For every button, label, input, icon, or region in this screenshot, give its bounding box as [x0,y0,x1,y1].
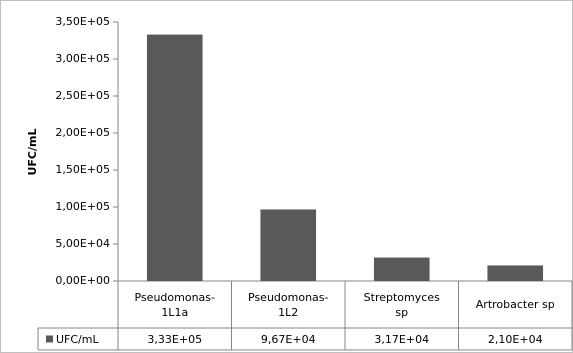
bar [260,209,317,281]
category-cell-text: Pseudomonas-1L2 [248,290,329,319]
legend-swatch [46,335,53,343]
value-cell: 3,17E+04 [374,333,429,346]
y-tick-label: 5,00E+04 [55,237,110,250]
category-cell-text: Pseudomonas-1L1a [134,290,215,319]
y-tick-label: 1,50E+05 [55,163,110,176]
legend-label: UFC/mL [56,333,99,346]
category-cell-text: Streptomyces sp [363,290,440,319]
category-cell: Pseudomonas-1L2 [232,281,346,328]
value-cell: 9,67E+04 [261,333,316,346]
y-tick-label: 3,00E+05 [55,52,110,65]
bar [146,34,203,281]
bar [373,257,430,281]
y-tick-label: 3,50E+05 [55,15,110,28]
y-tick-label: 1,00E+05 [55,200,110,213]
y-tick-label: 2,50E+05 [55,89,110,102]
category-cell: Pseudomonas-1L1a [118,281,232,328]
value-cell: 2,10E+04 [488,333,543,346]
category-cell-text: Artrobacter sp [475,298,555,311]
category-cell: Streptomyces sp [345,281,459,328]
category-cell: Artrobacter sp [459,281,573,328]
value-cell: 3,33E+05 [147,333,202,346]
bar [487,265,544,281]
y-axis-title: UFC/mL [26,128,39,175]
y-tick-label: 2,00E+05 [55,126,110,139]
y-tick-label: 0,00E+00 [55,274,110,287]
